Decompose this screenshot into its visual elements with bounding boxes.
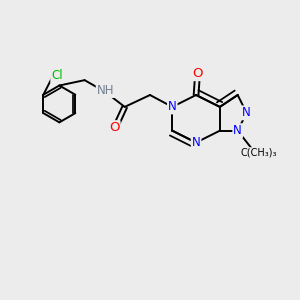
- Text: O: O: [109, 121, 120, 134]
- Text: N: N: [242, 106, 251, 119]
- Text: N: N: [192, 136, 200, 149]
- Text: N: N: [233, 124, 242, 137]
- Text: NH: NH: [97, 84, 114, 97]
- Text: C(CH₃)₃: C(CH₃)₃: [240, 148, 277, 158]
- Text: O: O: [192, 67, 203, 80]
- Text: N: N: [168, 100, 177, 113]
- Text: Cl: Cl: [51, 70, 63, 83]
